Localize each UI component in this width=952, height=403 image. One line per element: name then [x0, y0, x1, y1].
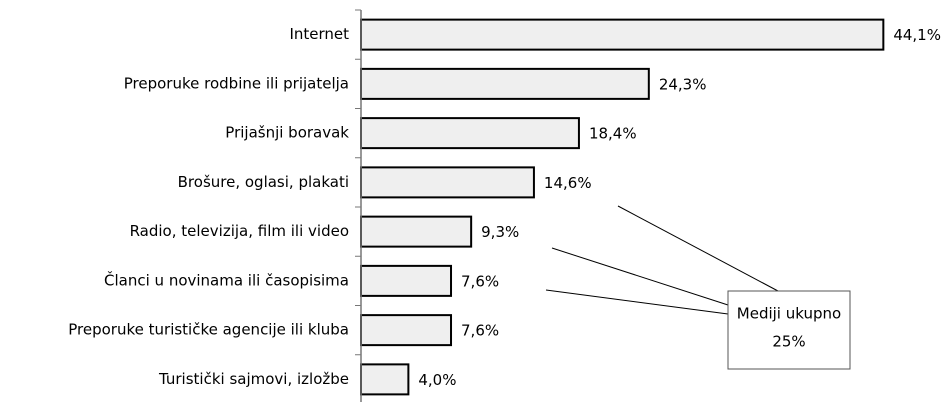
category-label: Članci u novinama ili časopisima — [104, 270, 349, 289]
bar — [360, 67, 650, 100]
bar — [360, 18, 885, 51]
value-label: 14,6% — [544, 174, 592, 192]
category-label: Prijašnji boravak — [225, 124, 349, 142]
leader-line — [617, 205, 779, 292]
bar — [360, 117, 580, 150]
category-label: Internet — [289, 25, 349, 43]
bar — [360, 264, 453, 297]
value-label: 7,6% — [461, 272, 499, 290]
value-label: 18,4% — [589, 125, 637, 143]
category-label: Preporuke rodbine ili prijatelja — [124, 74, 349, 92]
value-label: 7,6% — [461, 322, 499, 340]
bar — [360, 314, 453, 347]
value-label: 44,1% — [893, 26, 941, 44]
category-label: Brošure, oglasi, plakati — [178, 173, 349, 191]
bar — [360, 215, 473, 248]
value-label: 4,0% — [418, 371, 456, 389]
category-label: Radio, televizija, film ili video — [130, 222, 349, 240]
bar — [360, 363, 410, 396]
leader-lines — [545, 205, 779, 315]
annotation-box — [727, 290, 851, 370]
annotation-text: Mediji ukupno — [737, 305, 841, 323]
leader-line — [545, 289, 729, 315]
bar — [360, 166, 535, 199]
category-label: Turistički sajmovi, izložbe — [158, 370, 349, 388]
category-label: Preporuke turističke agencije ili kluba — [68, 321, 349, 339]
value-label: 24,3% — [659, 75, 707, 93]
leader-line — [551, 247, 729, 306]
annotation-text: 25% — [772, 333, 805, 351]
value-label: 9,3% — [481, 223, 519, 241]
